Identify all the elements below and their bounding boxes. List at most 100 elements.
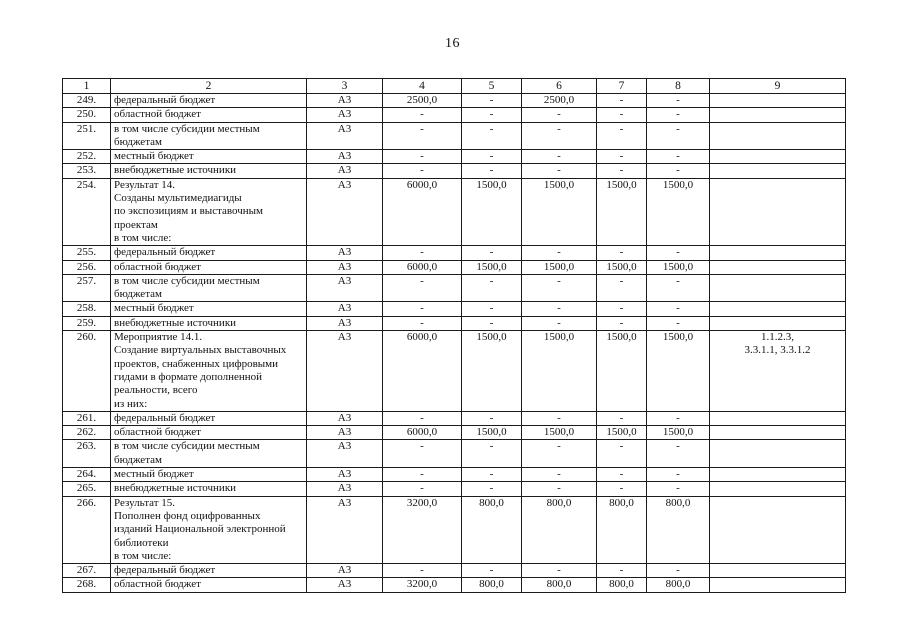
row-number-cell: 253. [62, 163, 111, 179]
value-cell: - [521, 149, 597, 165]
table-row: 254. Результат 14. Созданы мультимедиагид… [62, 177, 846, 247]
value-cell: 800,0 [521, 495, 597, 565]
value-cell [709, 121, 846, 151]
table-row: 260. Мероприятие 14.1. Создание виртуальн… [62, 330, 846, 412]
value-cell: А3 [306, 273, 383, 303]
description-cell: федеральный бюджет [110, 92, 307, 109]
value-cell: - [646, 439, 710, 469]
description-cell: областной бюджет [110, 259, 307, 275]
value-cell: 800,0 [646, 577, 710, 593]
value-cell [709, 245, 846, 261]
table-row: 262. областной бюджет А3 6000,0 1500,0 1500,0… [62, 425, 846, 441]
table-row: 250. областной бюджет А3- - - - - [62, 107, 846, 123]
value-cell: 1500,0 [461, 259, 522, 275]
value-cell: - [461, 481, 522, 497]
description-cell: областной бюджет [110, 425, 307, 441]
value-cell: - [382, 245, 462, 261]
value-cell: А3 [306, 301, 383, 317]
value-cell: А3 [306, 92, 383, 109]
value-cell [709, 107, 846, 123]
value-cell: - [521, 163, 597, 179]
value-cell: А3 [306, 410, 383, 427]
value-cell: - [596, 315, 647, 332]
description-cell: местный бюджет [110, 149, 307, 165]
value-cell: 800,0 [596, 495, 647, 565]
column-header: 2 [110, 78, 307, 94]
value-cell: 800,0 [596, 577, 647, 593]
value-cell: - [521, 301, 597, 317]
value-cell: - [521, 467, 597, 483]
description-cell: в том числе субсидии местным бюджетам [110, 439, 307, 469]
description-cell: областной бюджет [110, 577, 307, 593]
row-number-cell: 263. [62, 439, 111, 469]
value-cell: 1500,0 [521, 177, 597, 247]
value-cell: 6000,0 [382, 259, 462, 275]
value-cell: - [596, 563, 647, 579]
value-cell: - [646, 92, 710, 109]
value-cell [709, 163, 846, 179]
value-cell [709, 177, 846, 247]
value-cell: - [596, 107, 647, 123]
value-cell: - [382, 107, 462, 123]
description-cell: внебюджетные источники [110, 315, 307, 332]
description-cell: федеральный бюджет [110, 245, 307, 261]
value-cell: 6000,0 [382, 425, 462, 441]
value-cell: - [461, 149, 522, 165]
value-cell: - [382, 163, 462, 179]
description-cell: местный бюджет [110, 301, 307, 317]
value-cell [709, 495, 846, 565]
value-cell: 1500,0 [461, 425, 522, 441]
row-number-cell: 252. [62, 149, 111, 165]
value-cell: - [646, 107, 710, 123]
value-cell: - [461, 121, 522, 151]
row-number-cell: 260. [62, 330, 111, 412]
value-cell: - [461, 563, 522, 579]
value-cell: 2500,0 [521, 92, 597, 109]
value-cell: 6000,0 [382, 330, 462, 412]
value-cell: 1500,0 [646, 330, 710, 412]
value-cell: А3 [306, 177, 383, 247]
value-cell: А3 [306, 259, 383, 275]
column-header: 6 [521, 78, 597, 94]
value-cell [709, 439, 846, 469]
table-row: 256. областной бюджет А3 6000,0 1500,0 1500,0… [62, 259, 846, 275]
description-cell: в том числе субсидии местным бюджетам [110, 273, 307, 303]
value-cell [709, 563, 846, 579]
value-cell [709, 92, 846, 109]
value-cell [709, 425, 846, 441]
value-cell: 3200,0 [382, 495, 462, 565]
table-row: 259. внебюджетные источники А3- - - - - [62, 315, 846, 332]
value-cell: - [382, 273, 462, 303]
value-cell: - [521, 410, 597, 427]
value-cell: 6000,0 [382, 177, 462, 247]
value-cell: - [461, 163, 522, 179]
value-cell: 1500,0 [646, 177, 710, 247]
value-cell: А3 [306, 495, 383, 565]
table-row: 267. федеральный бюджет А3- - - - - [62, 563, 846, 579]
value-cell: - [521, 245, 597, 261]
value-cell: - [382, 410, 462, 427]
value-cell: - [461, 107, 522, 123]
value-cell: - [646, 149, 710, 165]
value-cell: - [646, 163, 710, 179]
value-cell [709, 315, 846, 332]
value-cell: 1500,0 [596, 177, 647, 247]
value-cell: - [521, 315, 597, 332]
value-cell: А3 [306, 163, 383, 179]
description-cell: областной бюджет [110, 107, 307, 123]
table-row: 257. в том числе субсидии местным бюджета… [62, 273, 846, 303]
value-cell: - [382, 467, 462, 483]
value-cell [709, 259, 846, 275]
value-cell [709, 467, 846, 483]
row-number-cell: 264. [62, 467, 111, 483]
row-number-cell: 254. [62, 177, 111, 247]
value-cell: А3 [306, 121, 383, 151]
value-cell: - [596, 121, 647, 151]
column-header: 8 [646, 78, 710, 94]
value-cell: А3 [306, 563, 383, 579]
value-cell: А3 [306, 481, 383, 497]
value-cell: 1500,0 [596, 425, 647, 441]
value-cell: - [646, 315, 710, 332]
value-cell: - [596, 163, 647, 179]
value-cell: - [596, 467, 647, 483]
